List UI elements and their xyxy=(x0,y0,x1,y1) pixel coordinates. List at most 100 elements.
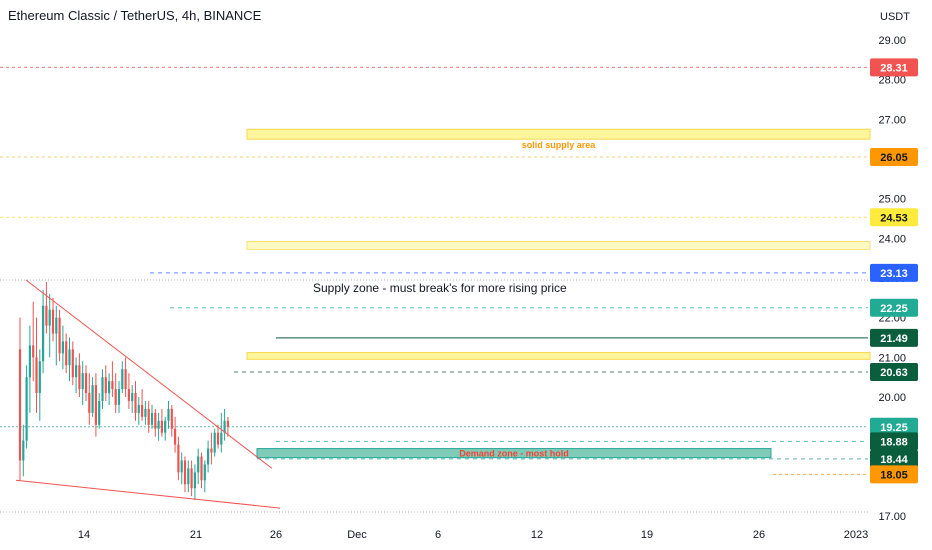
candle-body xyxy=(213,432,216,453)
candle-body xyxy=(35,357,38,394)
candle-body xyxy=(137,404,140,413)
x-tick-label: Dec xyxy=(347,529,367,541)
candle-body xyxy=(88,393,91,413)
wedge-upper-line[interactable] xyxy=(25,279,273,469)
x-tick-label: 26 xyxy=(753,529,765,541)
candle-body xyxy=(101,377,104,401)
x-tick-label: 12 xyxy=(531,529,543,541)
price-badge-label: 20.63 xyxy=(880,367,908,379)
candle-body xyxy=(164,420,167,433)
candle-body xyxy=(94,385,97,425)
candle-body xyxy=(65,341,68,366)
price-badge-label: 21.49 xyxy=(880,333,908,345)
candle-body xyxy=(177,444,180,473)
y-tick-label: 27.00 xyxy=(878,114,906,126)
candle-body xyxy=(160,420,163,433)
price-badge xyxy=(870,58,918,77)
candle-body xyxy=(51,309,55,334)
candle-body xyxy=(114,389,117,405)
candle-body xyxy=(45,305,48,326)
zone-box[interactable] xyxy=(256,448,772,459)
candle-body xyxy=(124,369,127,390)
wedge-lower-line[interactable] xyxy=(15,479,281,509)
price-badge-label: 19.25 xyxy=(880,422,908,434)
candle-body xyxy=(200,456,203,481)
y-tick-label: 17.00 xyxy=(878,511,906,523)
x-tick-label: 14 xyxy=(78,529,90,541)
candle-body xyxy=(61,341,64,354)
candle-body xyxy=(193,472,196,489)
candle-body xyxy=(71,349,74,378)
candle-body xyxy=(141,404,144,417)
candle-body xyxy=(38,361,41,394)
y-tick-label: 24.00 xyxy=(878,233,906,245)
price-badge-label: 18.88 xyxy=(880,436,908,448)
candle-body xyxy=(81,373,84,390)
candle-body xyxy=(32,345,35,358)
price-badge xyxy=(870,208,918,227)
candle-body xyxy=(58,317,61,354)
price-badge-label: 23.13 xyxy=(880,268,908,280)
candle-body xyxy=(187,468,190,485)
x-tick-label: 19 xyxy=(641,529,653,541)
price-badge xyxy=(870,465,918,484)
x-tick-label: 26 xyxy=(270,529,282,541)
candle-body xyxy=(220,432,223,445)
candle-body xyxy=(157,420,160,429)
price-badge xyxy=(870,363,918,382)
candle-body xyxy=(42,305,45,362)
candle-body xyxy=(55,317,58,334)
candle-body xyxy=(108,381,111,394)
chart-title: Ethereum Classic / TetherUS, 4h, BINANCE xyxy=(8,8,262,23)
candle-body xyxy=(78,365,81,390)
candle-body xyxy=(84,373,88,394)
candle-body xyxy=(207,448,210,465)
candle-body xyxy=(144,408,147,417)
zone-box[interactable] xyxy=(246,128,871,140)
price-badge xyxy=(870,298,918,317)
zone-box[interactable] xyxy=(246,352,871,360)
price-badge-label: 18.44 xyxy=(880,454,908,466)
price-badge xyxy=(870,449,918,468)
candle-body xyxy=(197,456,200,473)
candle-body xyxy=(174,428,177,445)
candle-body xyxy=(22,440,25,461)
y-tick-label: 20.00 xyxy=(878,392,906,404)
candle-body xyxy=(111,381,114,390)
candle-body xyxy=(48,309,51,326)
candle-body xyxy=(18,349,22,461)
candle-body xyxy=(150,412,154,425)
candle-body xyxy=(154,412,157,429)
zone-label: Demand zone - most hold xyxy=(459,449,569,459)
candle-body xyxy=(223,420,226,433)
candle-body xyxy=(210,448,213,453)
candle-body xyxy=(91,385,94,413)
price-badge-label: 22.25 xyxy=(880,303,908,315)
price-badge-label: 18.05 xyxy=(880,469,908,481)
candle-body xyxy=(117,389,121,405)
price-badge-label: 28.31 xyxy=(880,62,908,74)
price-badge xyxy=(870,148,918,167)
candle-body xyxy=(75,365,78,378)
y-tick-label: 28.00 xyxy=(878,75,906,87)
price-badge xyxy=(870,432,918,451)
price-badge-label: 24.53 xyxy=(880,212,908,224)
zone-label: solid supply area xyxy=(522,140,597,150)
candle-body xyxy=(134,393,137,413)
y-tick-label: 25.00 xyxy=(878,194,906,206)
candle-body xyxy=(104,377,107,394)
candle-body xyxy=(131,393,134,401)
candle-body xyxy=(127,389,130,401)
candle-body xyxy=(121,369,124,390)
x-tick-label: 2023 xyxy=(844,529,868,541)
candle-body xyxy=(226,420,229,427)
zone-box[interactable] xyxy=(246,241,871,250)
candle-body xyxy=(98,400,101,425)
currency-label: USDT xyxy=(880,11,910,23)
candle-body xyxy=(68,349,71,366)
candle-body xyxy=(28,345,31,378)
price-badge-label: 26.05 xyxy=(880,152,908,164)
price-badge xyxy=(870,263,918,282)
x-tick-label: 21 xyxy=(190,529,202,541)
